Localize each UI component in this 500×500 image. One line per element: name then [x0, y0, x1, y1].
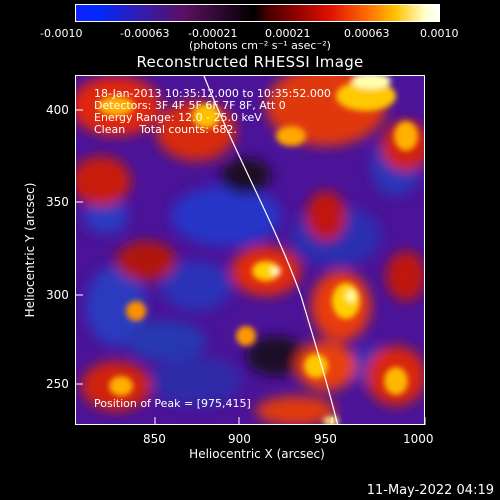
info-line: Detectors: 3F 4F 5F 6F 7F 8F, Att 0 — [94, 99, 286, 112]
y-axis-label: Heliocentric Y (arcsec) — [23, 182, 37, 318]
colorbar-tick: -0.0010 — [40, 27, 83, 40]
colorbar-units: (photons cm⁻² s⁻¹ asec⁻²) — [189, 39, 331, 52]
info-line: Clean Total counts: 682. — [94, 123, 237, 136]
plot-title: Reconstructed RHESSI Image — [136, 53, 364, 71]
colorbar-tick: 0.0010 — [420, 27, 459, 40]
y-tick-label: 250 — [46, 377, 69, 391]
info-line: Energy Range: 12.0 - 25.0 keV — [94, 111, 262, 124]
y-tick-label: 400 — [46, 103, 69, 117]
colorbar-tick: -0.00063 — [120, 27, 170, 40]
info-line: 18-Jan-2013 10:35:12.000 to 10:35:52.000 — [94, 87, 331, 100]
colorbar-tick: 0.00021 — [265, 27, 311, 40]
x-tick-label: 950 — [314, 432, 337, 446]
x-tick-label: 850 — [143, 432, 166, 446]
y-tick-label: 350 — [46, 195, 69, 209]
timestamp: 11-May-2022 04:19 — [366, 483, 494, 498]
x-axis-label: Heliocentric X (arcsec) — [189, 447, 325, 461]
y-tick-label: 300 — [46, 288, 69, 302]
image-plot: 18-Jan-2013 10:35:12.000 to 10:35:52.000… — [75, 75, 425, 425]
intensity-map — [76, 76, 424, 424]
colorbar-tick: -0.00021 — [188, 27, 238, 40]
peak-position-label: Position of Peak = [975,415] — [94, 397, 251, 410]
colorbar-tick: 0.00063 — [344, 27, 390, 40]
colorbar — [75, 4, 440, 22]
x-tick-label: 1000 — [403, 432, 434, 446]
x-tick-label: 900 — [228, 432, 251, 446]
